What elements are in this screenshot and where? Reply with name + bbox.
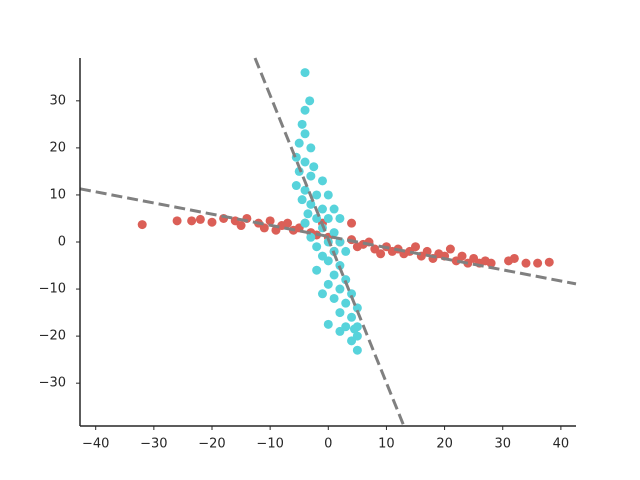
point bbox=[303, 209, 313, 219]
point bbox=[312, 242, 322, 252]
point bbox=[352, 303, 362, 313]
point bbox=[323, 319, 333, 329]
point bbox=[317, 289, 327, 299]
point bbox=[300, 129, 310, 139]
x-tick-label: −30 bbox=[140, 437, 167, 452]
point bbox=[137, 220, 147, 230]
point bbox=[341, 275, 351, 285]
point bbox=[347, 336, 357, 346]
y-tick-label: 20 bbox=[49, 140, 66, 155]
y-tick-label: 10 bbox=[49, 187, 66, 202]
point bbox=[445, 244, 455, 254]
point bbox=[312, 265, 322, 275]
point bbox=[335, 308, 345, 318]
point bbox=[305, 96, 315, 106]
y-tick-label: −30 bbox=[39, 376, 66, 391]
y-tick-label: −10 bbox=[39, 282, 66, 297]
point bbox=[347, 289, 357, 299]
point bbox=[376, 249, 386, 259]
point bbox=[323, 256, 333, 266]
point bbox=[306, 171, 316, 181]
point bbox=[509, 253, 519, 263]
point bbox=[335, 213, 345, 223]
point bbox=[335, 237, 345, 247]
x-tick-label: 10 bbox=[378, 437, 395, 452]
point bbox=[283, 218, 293, 228]
point bbox=[457, 251, 467, 261]
point bbox=[352, 345, 362, 355]
x-tick-label: −40 bbox=[82, 437, 109, 452]
point bbox=[317, 176, 327, 186]
point bbox=[335, 326, 345, 336]
point bbox=[544, 257, 554, 267]
point bbox=[329, 293, 339, 303]
y-tick-label: 0 bbox=[58, 235, 66, 250]
x-tick-label: −10 bbox=[256, 437, 283, 452]
point bbox=[207, 217, 217, 227]
point bbox=[172, 216, 182, 226]
point bbox=[323, 190, 333, 200]
y-tick-label: 30 bbox=[49, 93, 66, 108]
point bbox=[341, 298, 351, 308]
fit-line bbox=[79, 187, 577, 286]
point bbox=[300, 185, 310, 195]
point bbox=[300, 105, 310, 115]
point bbox=[335, 284, 345, 294]
point bbox=[306, 143, 316, 153]
point bbox=[323, 279, 333, 289]
point bbox=[187, 216, 197, 226]
point bbox=[297, 195, 307, 205]
point bbox=[236, 221, 246, 231]
point bbox=[347, 218, 357, 228]
point bbox=[265, 216, 275, 226]
point bbox=[329, 270, 339, 280]
point bbox=[329, 228, 339, 238]
y-tick-label: −20 bbox=[39, 329, 66, 344]
point bbox=[300, 218, 310, 228]
x-tick-label: 20 bbox=[436, 437, 453, 452]
x-tick-label: 40 bbox=[553, 437, 570, 452]
point bbox=[347, 312, 357, 322]
point bbox=[291, 181, 301, 191]
point bbox=[300, 68, 310, 78]
point bbox=[341, 246, 351, 256]
point bbox=[195, 214, 205, 224]
point bbox=[309, 162, 319, 172]
point bbox=[486, 258, 496, 268]
point bbox=[300, 157, 310, 167]
point bbox=[422, 246, 432, 256]
x-tick-label: 0 bbox=[324, 437, 332, 452]
point bbox=[306, 232, 316, 242]
x-tick-label: −20 bbox=[198, 437, 225, 452]
point bbox=[297, 119, 307, 129]
point bbox=[294, 138, 304, 148]
fit-line bbox=[253, 57, 406, 427]
point bbox=[317, 204, 327, 214]
point bbox=[329, 204, 339, 214]
point bbox=[521, 258, 531, 268]
point bbox=[533, 258, 543, 268]
point bbox=[349, 324, 359, 334]
point bbox=[411, 242, 421, 252]
point bbox=[259, 223, 269, 233]
point bbox=[312, 190, 322, 200]
point bbox=[306, 199, 316, 209]
x-tick-label: 30 bbox=[494, 437, 511, 452]
point bbox=[323, 213, 333, 223]
